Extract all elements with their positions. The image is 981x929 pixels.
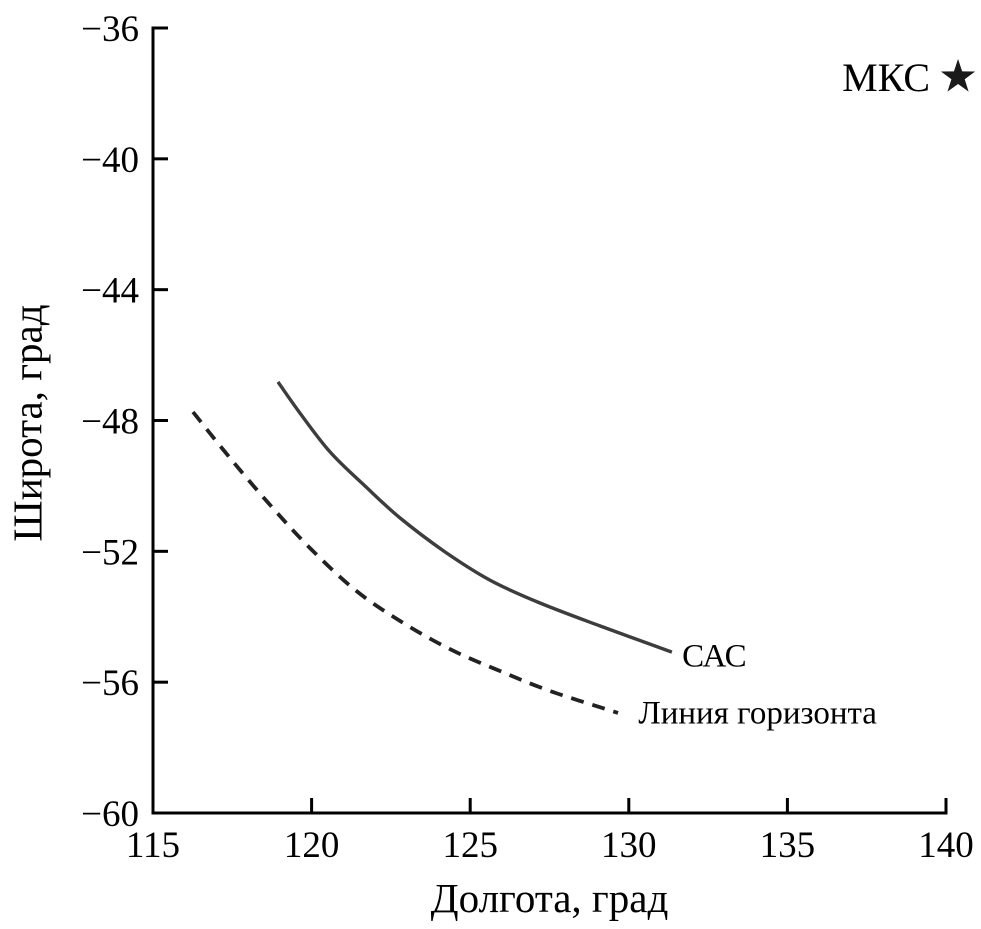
y-axis: −36 −40 −44 −48 −52 −56 −60: [81, 9, 168, 835]
series-label-1: Линия горизонта: [638, 696, 877, 732]
y-tick-label: −60: [81, 794, 139, 835]
x-tick-label: 140: [918, 825, 974, 866]
y-tick-label: −52: [81, 532, 139, 573]
x-axis: 115 120 125 130 135 140: [126, 798, 974, 866]
y-tick-label: −44: [81, 271, 139, 312]
x-tick-label: 125: [442, 825, 498, 866]
x-tick-label: 115: [126, 825, 180, 866]
y-tick-label: −48: [81, 402, 139, 443]
x-tick-label: 120: [284, 825, 340, 866]
y-tick-label: −36: [81, 9, 139, 50]
x-tick-label: 130: [601, 825, 657, 866]
series-line-0: [276, 380, 673, 654]
y-tick-label: −56: [81, 663, 139, 704]
x-axis-title: Долгота, град: [430, 875, 669, 921]
y-axis-title: Широта, град: [4, 304, 51, 542]
series-line-1: [191, 410, 619, 715]
iss-star-marker: [940, 59, 976, 92]
iss-label: МКС: [842, 55, 930, 100]
series-label-0: САС: [682, 638, 747, 674]
y-tick-label: −40: [81, 140, 139, 181]
x-tick-label: 135: [760, 825, 816, 866]
